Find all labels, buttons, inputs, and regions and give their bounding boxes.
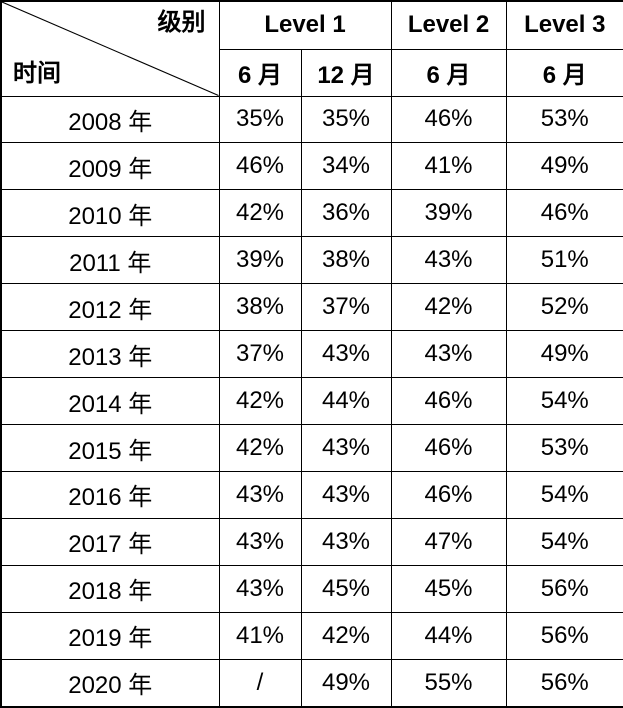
value-cell: 46% [390,95,507,144]
value-cell: 56% [505,611,623,660]
value-cell: 43% [300,424,392,472]
column-group-level-3: Level 3 [505,0,623,50]
year-cell: 2015 年 [0,424,220,472]
table-row-2008: 2008 年 35% 35% 46% 53% [0,95,623,144]
table-row-2012: 2012 年 38% 37% 42% 52% [0,283,623,332]
value-cell: 53% [505,95,623,144]
value-cell: 42% [218,424,302,472]
value-cell: 49% [505,330,623,379]
value-cell: 53% [505,424,623,472]
value-cell: 35% [300,95,392,144]
year-cell: 2008 年 [0,95,220,144]
month-header-level2-june: 6 月 [390,48,507,97]
value-cell: 43% [300,330,392,379]
value-cell: 45% [390,564,507,613]
value-cell: 54% [505,517,623,566]
value-cell: 43% [390,236,507,285]
value-cell: 44% [300,377,392,426]
value-cell: 54% [505,377,623,426]
value-cell: 38% [218,283,302,332]
value-cell: 42% [390,283,507,332]
value-cell: 43% [300,471,392,519]
corner-label-level: 级别 [157,9,206,36]
value-cell: 52% [505,283,623,332]
value-cell: 39% [218,236,302,285]
month-header-level1-june: 6 月 [218,48,302,97]
table-row-2013: 2013 年 37% 43% 43% 49% [0,330,623,379]
value-cell: 42% [218,377,302,426]
value-cell: 42% [218,189,302,238]
value-cell: 46% [390,377,507,426]
value-cell: 49% [505,142,623,191]
year-cell: 2020 年 [0,658,220,708]
table-row-2017: 2017 年 43% 43% 47% 54% [0,517,623,566]
year-cell: 2019 年 [0,611,220,660]
value-cell: 47% [390,517,507,566]
value-cell: 54% [505,471,623,519]
table-row-2010: 2010 年 42% 36% 39% 46% [0,189,623,238]
value-cell: 46% [218,142,302,191]
value-cell: 43% [390,330,507,379]
table-row-2009: 2009 年 46% 34% 41% 49% [0,142,623,191]
column-group-level-1: Level 1 [218,0,392,50]
table-row-2020: 2020 年 / 49% 55% 56% [0,658,623,708]
value-cell: 43% [218,471,302,519]
value-cell: 39% [390,189,507,238]
value-cell: 46% [390,424,507,472]
column-group-level-2: Level 2 [390,0,507,50]
year-cell: 2016 年 [0,471,220,519]
value-cell: 35% [218,95,302,144]
table-row-2016: 2016 年 43% 43% 46% 54% [0,471,623,519]
value-cell: 49% [300,658,392,708]
corner-label-time: 时间 [13,59,61,87]
diagonal-divider-line [2,2,219,96]
value-cell: 51% [505,236,623,285]
level-header-row: 级别 时间 Level 1 Level 2 Level 3 [0,0,623,97]
value-cell: 56% [505,658,623,708]
value-cell: 44% [390,611,507,660]
value-cell: 56% [505,564,623,613]
value-cell: 46% [505,189,623,238]
value-cell: 37% [218,330,302,379]
table-row-2011: 2011 年 39% 38% 43% 51% [0,236,623,285]
table-row-2015: 2015 年 42% 43% 46% 53% [0,424,623,472]
year-cell: 2009 年 [0,142,220,191]
year-cell: 2014 年 [0,377,220,426]
year-cell: 2011 年 [0,236,220,285]
value-cell: 41% [390,142,507,191]
value-cell: 37% [300,283,392,332]
month-header-level1-december: 12 月 [300,48,392,97]
month-header-row: 6 月 12 月 6 月 6 月 [1,48,623,97]
value-cell: 55% [390,658,507,708]
value-cell: 45% [300,564,392,613]
value-cell: 34% [300,142,392,191]
value-cell: 43% [300,517,392,566]
table-row-2018: 2018 年 43% 45% 45% 56% [0,564,623,613]
value-cell: 41% [218,611,302,660]
year-cell: 2012 年 [0,283,220,332]
table-row-2014: 2014 年 42% 44% 46% 54% [0,377,623,426]
year-cell: 2018 年 [0,564,220,613]
year-cell: 2013 年 [0,330,220,379]
value-cell: 46% [390,471,507,519]
value-cell: 43% [218,517,302,566]
year-cell: 2017 年 [0,517,220,566]
corner-header-cell: 级别 时间 [0,0,220,97]
value-cell: 38% [300,236,392,285]
value-cell-missing: / [218,658,302,708]
value-cell: 43% [218,564,302,613]
year-cell: 2010 年 [0,189,220,238]
value-cell: 42% [300,611,392,660]
month-header-level3-june: 6 月 [505,48,623,97]
table-row-2019: 2019 年 41% 42% 44% 56% [0,611,623,660]
value-cell: 36% [300,189,392,238]
